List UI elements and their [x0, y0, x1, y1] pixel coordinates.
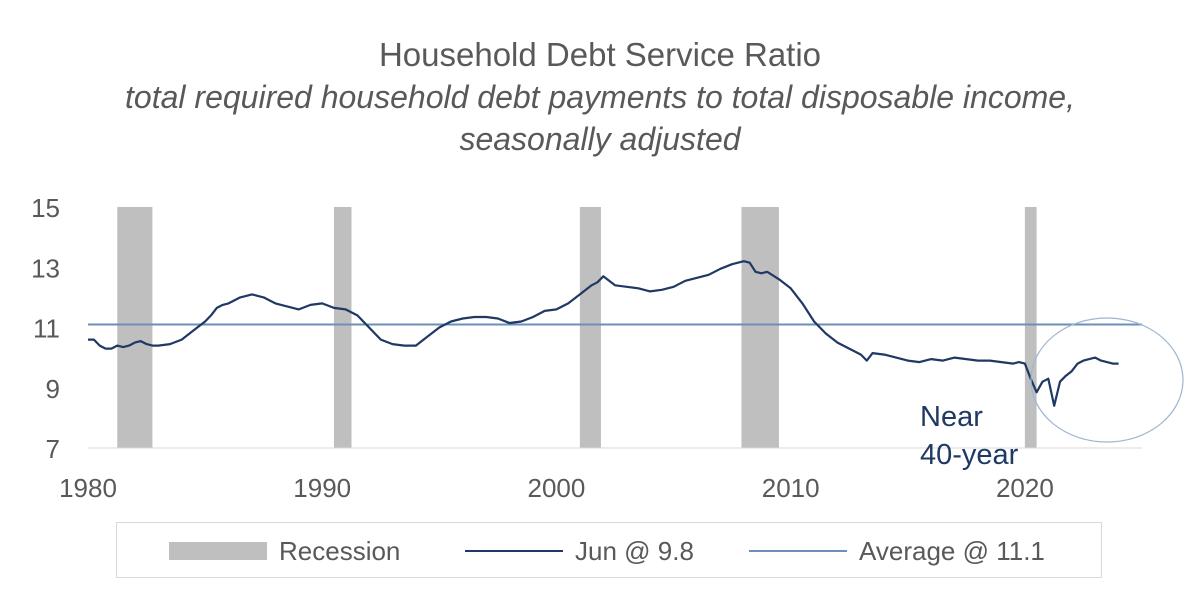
debt-service-ratio-chart: 15 13 11 9 7 1980 1990 2000 2010 2020 Near 40-yea…: [31, 193, 1184, 503]
y-tick-label-7: 7: [46, 434, 60, 464]
recession-band-5: [1024, 207, 1037, 448]
legend: Recession Jun @ 9.8 Average @ 11.1: [116, 522, 1102, 578]
legend-swatch-series: [465, 550, 563, 552]
legend-item-average: Average @ 11.1: [749, 523, 1045, 579]
series-group: [88, 260, 1119, 407]
x-tick-label-2010: 2010: [762, 473, 820, 503]
axes: 15 13 11 9 7 1980 1990 2000 2010 2020: [31, 193, 1142, 503]
recession-band-1: [117, 207, 153, 448]
highlight-circle: [1030, 317, 1184, 443]
recession-bands: [117, 207, 1037, 448]
annotation-near: Near: [920, 401, 983, 433]
legend-swatch-recession: [169, 542, 267, 560]
x-tick-label-1990: 1990: [293, 473, 351, 503]
chart-subtitle: total required household debt payments t…: [125, 79, 1075, 157]
series-line-1: [88, 260, 1119, 407]
recession-band-3: [579, 207, 601, 448]
legend-label-average: Average @ 11.1: [859, 535, 1045, 566]
recession-band-2: [333, 207, 352, 448]
legend-item-recession: Recession: [169, 523, 400, 579]
chart-title: Household Debt Service Ratio: [378, 36, 822, 73]
y-tick-label-15: 15: [31, 193, 60, 223]
x-tick-label-1980: 1980: [59, 473, 117, 503]
x-tick-label-2000: 2000: [528, 473, 586, 503]
legend-item-series: Jun @ 9.8: [465, 523, 694, 579]
legend-label-series: Jun @ 9.8: [575, 535, 694, 566]
annotation-group: Near 40-year: [920, 317, 1184, 471]
x-tick-label-2020: 2020: [996, 473, 1054, 503]
title-block: Household Debt Service Ratio total requi…: [0, 34, 1200, 160]
y-tick-label-13: 13: [31, 253, 60, 283]
recession-band-4: [741, 207, 779, 448]
annotation-40-year: 40-year: [920, 439, 1019, 471]
y-tick-label-9: 9: [46, 374, 60, 404]
y-tick-label-11: 11: [33, 314, 60, 344]
legend-label-recession: Recession: [279, 535, 401, 566]
legend-swatch-average: [749, 550, 847, 552]
